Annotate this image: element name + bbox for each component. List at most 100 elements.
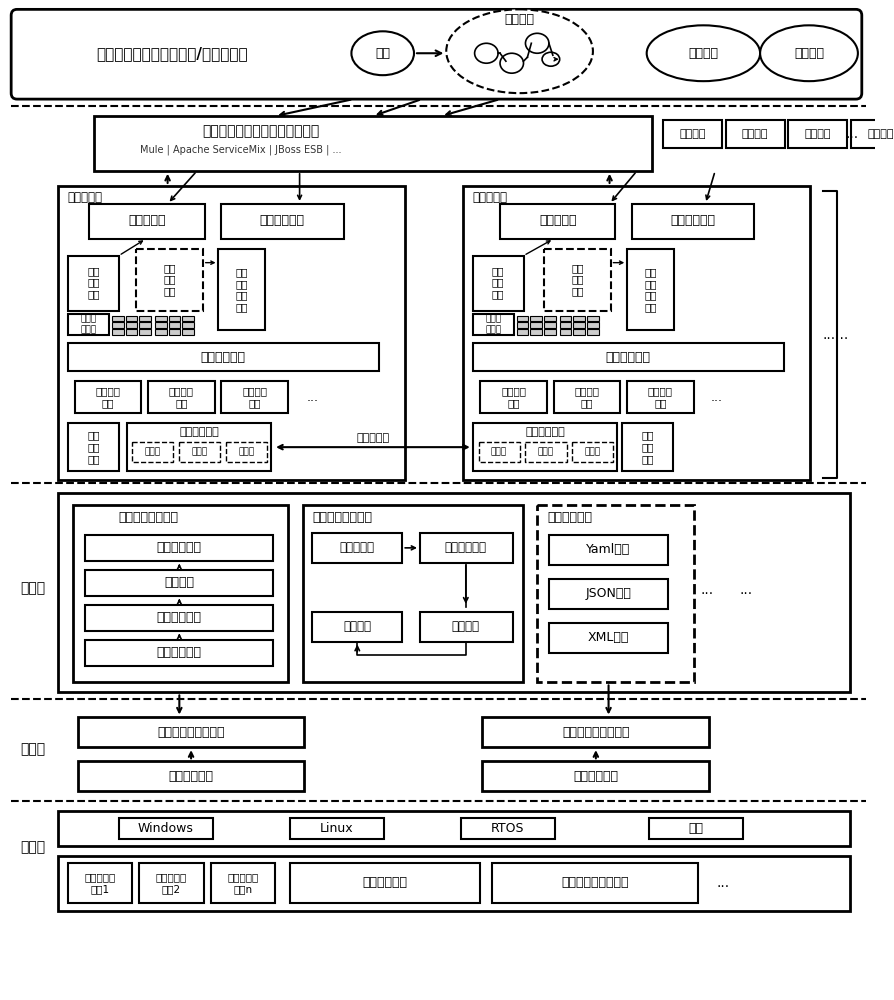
Bar — [148, 381, 215, 413]
Bar — [68, 314, 109, 335]
Bar — [78, 717, 305, 747]
Text: 系统管理: 系统管理 — [794, 47, 824, 60]
Text: 机器人物理
系统2: 机器人物理 系统2 — [156, 872, 187, 894]
Text: 服务化模块: 服务化模块 — [129, 214, 165, 227]
Text: 服务路由: 服务路由 — [805, 129, 831, 139]
Text: ...: ... — [716, 876, 730, 890]
Bar — [302, 505, 522, 682]
Bar — [480, 381, 547, 413]
Bar — [500, 204, 615, 239]
Bar — [68, 343, 379, 371]
Text: 设备监控
模块: 设备监控 模块 — [575, 386, 600, 408]
Text: 标准化数据格式定义: 标准化数据格式定义 — [562, 726, 629, 739]
Bar — [182, 322, 194, 328]
Text: 组件
功能
接口: 组件 功能 接口 — [492, 266, 504, 299]
Text: Windows: Windows — [138, 822, 194, 835]
Text: 设备数据抽象: 设备数据抽象 — [573, 770, 619, 783]
Text: 服务发现: 服务发现 — [742, 129, 769, 139]
Ellipse shape — [446, 9, 593, 93]
Text: 其他: 其他 — [688, 822, 703, 835]
Text: 强实时: 强实时 — [491, 448, 507, 457]
Text: 组件
功能
接口: 组件 功能 接口 — [87, 266, 99, 299]
Bar — [632, 204, 755, 239]
Text: 调度管理: 调度管理 — [867, 129, 894, 139]
Bar — [549, 623, 668, 653]
Bar — [530, 316, 542, 321]
Bar — [127, 423, 271, 471]
Text: 功能测试: 功能测试 — [451, 620, 480, 633]
Bar — [530, 329, 542, 335]
Text: 数据管理组件: 数据管理组件 — [547, 511, 592, 524]
Text: 服务化模块: 服务化模块 — [539, 214, 577, 227]
Bar — [226, 442, 267, 462]
Text: 节点通信模块: 节点通信模块 — [179, 427, 219, 437]
Text: 物理层: 物理层 — [20, 840, 46, 854]
Bar — [493, 863, 697, 903]
Text: Yaml生成: Yaml生成 — [586, 543, 630, 556]
Bar — [155, 316, 166, 321]
Bar — [155, 322, 166, 328]
Bar — [549, 535, 668, 565]
Bar — [75, 381, 141, 413]
Text: ...: ... — [701, 583, 714, 597]
Text: 弱实时: 弱实时 — [538, 448, 554, 457]
Bar — [420, 612, 513, 642]
Bar — [560, 316, 571, 321]
Text: 组件
调用
模块: 组件 调用 模块 — [571, 263, 584, 296]
Bar — [86, 605, 274, 631]
FancyBboxPatch shape — [11, 9, 862, 99]
Text: ...: ... — [846, 127, 858, 141]
Bar — [72, 505, 288, 682]
Text: 功能接口封装: 功能接口封装 — [156, 646, 202, 659]
Bar — [463, 186, 810, 480]
Text: 节点控制站: 节点控制站 — [68, 191, 103, 204]
Bar — [169, 316, 181, 321]
Text: 加工过程机器人设备: 加工过程机器人设备 — [561, 876, 628, 889]
Bar — [58, 811, 850, 846]
Bar — [627, 249, 674, 330]
Text: 组件层: 组件层 — [20, 581, 46, 595]
Bar — [587, 322, 599, 328]
Text: 节点控制站: 节点控制站 — [473, 191, 508, 204]
Ellipse shape — [351, 31, 414, 75]
Bar — [136, 249, 203, 311]
Bar — [461, 818, 555, 839]
Text: 第三方库: 第三方库 — [343, 620, 371, 633]
Text: 任务: 任务 — [375, 47, 390, 60]
Bar — [86, 640, 274, 666]
Bar — [420, 533, 513, 563]
Bar — [68, 423, 119, 471]
Bar — [544, 316, 556, 321]
Text: 机器人物理
系统1: 机器人物理 系统1 — [85, 872, 115, 894]
Text: 设备功能抽象: 设备功能抽象 — [169, 770, 214, 783]
Bar — [119, 818, 213, 839]
Ellipse shape — [542, 52, 560, 66]
Text: XML生成: XML生成 — [588, 631, 629, 644]
Text: 设备
交互
管理
中心: 设备 交互 管理 中心 — [645, 267, 657, 312]
Bar — [473, 343, 783, 371]
Bar — [182, 329, 194, 335]
Text: 节点监控
模块: 节点监控 模块 — [502, 386, 527, 408]
Ellipse shape — [526, 33, 549, 53]
Text: 组件功能验证: 组件功能验证 — [156, 541, 202, 554]
Text: 协议
适配
模块: 协议 适配 模块 — [641, 431, 654, 464]
Text: 功能接口验证: 功能接口验证 — [156, 611, 202, 624]
Bar — [663, 120, 722, 148]
Bar — [78, 761, 305, 791]
Text: 本地其他功能组件: 本地其他功能组件 — [312, 511, 372, 524]
Text: 组件管
理模块: 组件管 理模块 — [485, 315, 502, 334]
Bar — [517, 316, 528, 321]
Bar — [649, 818, 743, 839]
Bar — [473, 256, 524, 311]
Bar — [530, 322, 542, 328]
Bar — [222, 204, 343, 239]
Bar — [560, 329, 571, 335]
Bar — [587, 329, 599, 335]
Bar — [139, 329, 151, 335]
Text: RTOS: RTOS — [491, 822, 525, 835]
Bar — [517, 322, 528, 328]
Bar — [112, 329, 123, 335]
Text: ...: ... — [711, 391, 723, 404]
Text: Linux: Linux — [320, 822, 353, 835]
Bar — [68, 256, 119, 311]
